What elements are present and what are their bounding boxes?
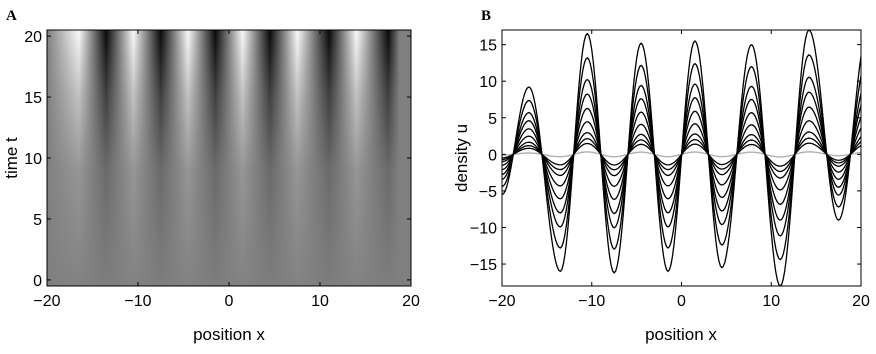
line-series-group bbox=[502, 30, 861, 286]
y-tick-label: −5 bbox=[479, 184, 497, 201]
y-tick-label: 20 bbox=[24, 29, 42, 46]
panel-a: A −20 −10 0 10 20 0 5 10 15 20 position x time t bbox=[2, 8, 420, 344]
x-tick-label: −10 bbox=[578, 293, 605, 310]
panel-b: B −20 −10 0 10 20 −15 −10 −5 0 5 10 15 position x d… bbox=[452, 8, 870, 344]
y-tick-label: 5 bbox=[33, 212, 42, 229]
y-tick-label: 15 bbox=[479, 38, 497, 55]
y-tick-label: 10 bbox=[479, 74, 497, 91]
x-tick-label: 10 bbox=[762, 293, 780, 310]
panel-b-letter: B bbox=[481, 8, 491, 24]
line-plot-axes: −20 −10 0 10 20 −15 −10 −5 0 5 10 15 bbox=[470, 30, 870, 310]
heatmap-ylabel: time t bbox=[2, 137, 21, 179]
heatmap-image bbox=[47, 30, 411, 286]
x-tick-label: 0 bbox=[677, 293, 686, 310]
x-tick-label: −10 bbox=[124, 293, 151, 310]
y-tick-label: 10 bbox=[24, 151, 42, 168]
heatmap-axes: −20 −10 0 10 20 0 5 10 15 20 bbox=[24, 29, 420, 310]
x-tick-label: 20 bbox=[402, 293, 420, 310]
y-tick-label: −15 bbox=[470, 257, 497, 274]
x-tick-label: 10 bbox=[311, 293, 329, 310]
x-tick-label: 20 bbox=[852, 293, 870, 310]
line-plot-xlabel: position x bbox=[645, 325, 717, 344]
y-tick-label: 15 bbox=[24, 90, 42, 107]
line-plot-area bbox=[502, 30, 861, 286]
x-tick-label: 0 bbox=[225, 293, 234, 310]
y-tick-label: 5 bbox=[488, 111, 497, 128]
y-tick-label: 0 bbox=[488, 147, 497, 164]
panel-a-letter: A bbox=[6, 8, 17, 24]
x-tick-label: −20 bbox=[33, 293, 60, 310]
heatmap-pattern bbox=[47, 30, 411, 286]
line-plot-ylabel: density u bbox=[452, 124, 471, 192]
density-line bbox=[502, 30, 861, 286]
x-tick-label: −20 bbox=[488, 293, 515, 310]
heatmap-xlabel: position x bbox=[193, 325, 265, 344]
y-tick-label: −10 bbox=[470, 220, 497, 237]
y-tick-label: 0 bbox=[33, 273, 42, 290]
